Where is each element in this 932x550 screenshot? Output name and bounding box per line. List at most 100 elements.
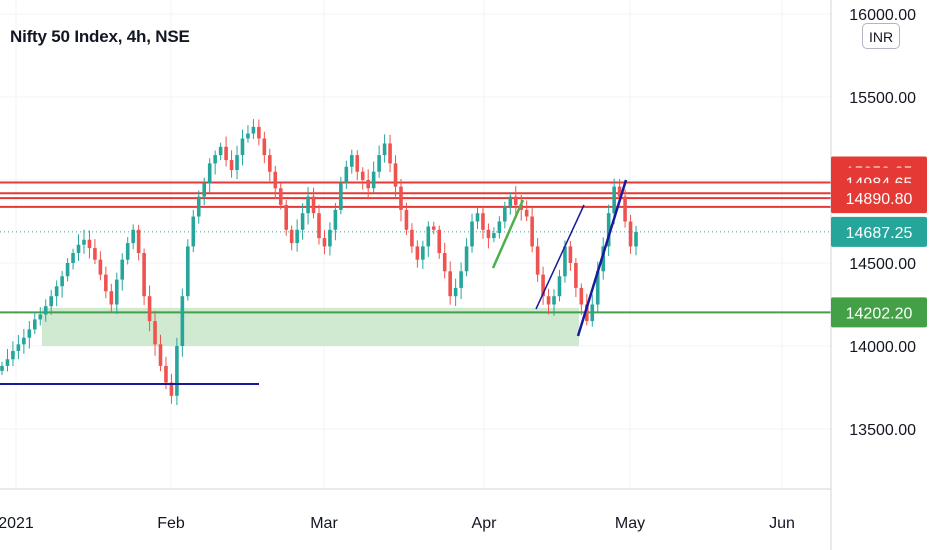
candle-body (317, 213, 321, 239)
candle-body (87, 239, 92, 249)
candle-body (355, 155, 360, 172)
candle-body (585, 304, 589, 322)
candle-body (32, 319, 37, 330)
candle-body (104, 274, 108, 292)
candle-body (410, 229, 414, 247)
candle-body (180, 296, 185, 346)
candle-body (388, 143, 392, 164)
trend-line-bold[interactable] (576, 179, 628, 337)
candle-body (437, 229, 442, 254)
candle-body (0, 365, 4, 371)
candle-body (339, 183, 343, 210)
candle-body (541, 274, 545, 297)
candle-body (568, 246, 573, 263)
candle-body (93, 248, 97, 260)
trend-line-green[interactable] (491, 199, 525, 269)
price-label-badge (831, 297, 927, 328)
candle-body (612, 186, 616, 214)
candle-body (284, 204, 289, 230)
candle-body (557, 276, 562, 297)
candle-body (393, 163, 398, 187)
candle-body (481, 213, 485, 230)
trend-line-thin[interactable] (535, 204, 585, 310)
candle-body (235, 155, 239, 171)
candle-body (563, 246, 567, 277)
candle-body (136, 229, 141, 254)
candle-body (120, 259, 125, 280)
candle-body (169, 382, 174, 396)
time-tick-label: Apr (472, 515, 498, 532)
candle-body (273, 171, 278, 189)
candle-body (442, 253, 447, 272)
candle-body (22, 337, 26, 345)
price-label-badge (831, 216, 927, 247)
candle-body (65, 263, 70, 277)
candle-body (623, 196, 627, 222)
candle-body (497, 221, 502, 234)
candle-body (349, 155, 354, 167)
candle-body (27, 329, 32, 338)
candle-body (218, 146, 223, 156)
candle-body (213, 155, 217, 164)
candle-body (175, 346, 179, 396)
candle-body (164, 365, 168, 383)
candle-body (114, 279, 119, 305)
candle-body (191, 216, 196, 247)
candle-body (371, 171, 376, 189)
candle-body (377, 155, 381, 172)
candle-body (404, 209, 409, 230)
candle-body (344, 166, 349, 184)
candle-body (125, 243, 130, 260)
candle-body (552, 296, 556, 305)
candle-body (453, 287, 458, 297)
candle-body (207, 163, 212, 184)
candle-body (196, 196, 201, 217)
price-tick-label: 16000.00 (849, 7, 916, 24)
candle-body (16, 344, 21, 351)
time-tick-label: Mar (310, 515, 338, 532)
candle-body (186, 246, 190, 297)
candle-body (530, 216, 534, 247)
currency-button[interactable]: INR (862, 23, 900, 49)
candle-body (426, 226, 431, 247)
candle-body (76, 244, 81, 254)
candle-body (360, 171, 365, 180)
candle-body (617, 186, 622, 197)
candle-body (311, 196, 316, 214)
time-tick-label: Feb (157, 515, 185, 532)
candle-body (5, 359, 10, 366)
time-tick-label: Jun (769, 515, 795, 532)
candle-body (595, 271, 600, 305)
candle-body (519, 204, 524, 210)
candle-body (431, 226, 436, 230)
candle-body (448, 271, 452, 297)
candle-body (224, 146, 228, 161)
candle-body (109, 291, 114, 305)
candle-body (634, 231, 638, 247)
candle-body (306, 196, 310, 214)
candle-body (289, 229, 294, 244)
support-zone[interactable] (42, 307, 579, 346)
candle-body (513, 196, 518, 205)
candle-body (98, 259, 103, 275)
candle-body (470, 221, 474, 247)
price-tick-label: 14500.00 (849, 256, 916, 273)
candle-body (158, 344, 163, 366)
candle-body (43, 306, 48, 315)
candle-body (486, 229, 491, 239)
candle-body (257, 126, 261, 139)
candle-body (601, 246, 606, 272)
chart-title: Nifty 50 Index, 4h, NSE (10, 27, 190, 46)
candle-body (628, 221, 633, 247)
price-label-text: 14890.80 (846, 191, 913, 208)
candle-body (246, 133, 250, 139)
candle-body (71, 253, 75, 263)
candle-body (49, 296, 53, 307)
candle-body (153, 321, 157, 345)
candle-body (142, 253, 146, 297)
candle-body (229, 160, 234, 171)
candle-body (251, 126, 256, 134)
candle-body (459, 271, 463, 288)
